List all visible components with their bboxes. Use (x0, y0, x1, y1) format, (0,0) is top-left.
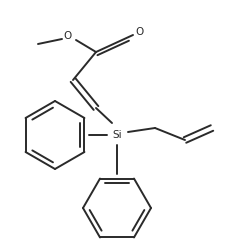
Text: O: O (64, 31, 72, 41)
Text: Si: Si (112, 130, 121, 140)
Text: O: O (135, 27, 144, 37)
